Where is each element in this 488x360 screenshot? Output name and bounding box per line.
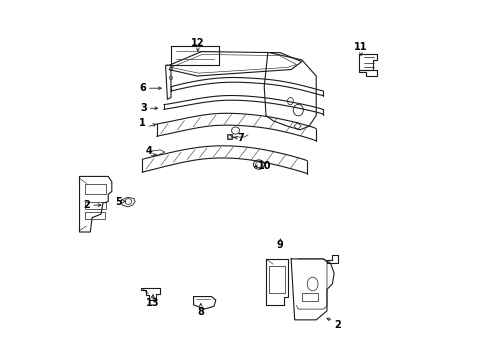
Text: 13: 13 [146,298,160,308]
Text: 11: 11 [354,42,367,52]
Text: 8: 8 [197,307,204,317]
Text: 10: 10 [257,161,270,171]
Text: 4: 4 [146,145,153,156]
Text: 12: 12 [191,38,204,48]
Text: 3: 3 [140,103,146,113]
Text: 2: 2 [334,320,341,330]
Text: 6: 6 [139,83,145,93]
Text: 7: 7 [237,133,244,143]
Text: 5: 5 [115,197,122,207]
Text: 2: 2 [83,200,90,210]
Text: 9: 9 [276,239,283,249]
Text: 1: 1 [139,118,145,128]
